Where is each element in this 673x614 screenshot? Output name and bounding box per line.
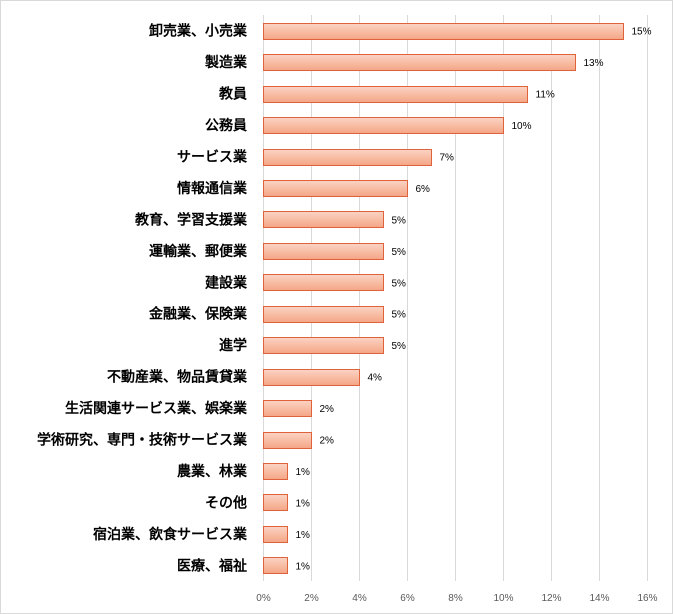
data-label: 1% xyxy=(296,498,311,509)
category-label: 運輸業、郵便業 xyxy=(149,243,248,260)
category-label: 学術研究、専門・技術サービス業 xyxy=(37,432,248,449)
category-label: 教育、学習支援業 xyxy=(135,211,248,228)
data-label: 4% xyxy=(368,373,383,384)
bar xyxy=(263,400,312,417)
data-label: 5% xyxy=(392,247,407,258)
bar xyxy=(263,274,384,291)
x-tick-label: 10% xyxy=(493,593,513,604)
category-label: 教員 xyxy=(219,86,247,103)
bar xyxy=(263,86,528,103)
bar xyxy=(263,149,432,166)
x-tick-label: 2% xyxy=(304,593,319,604)
data-label: 5% xyxy=(392,278,407,289)
bar xyxy=(263,243,384,260)
bar xyxy=(263,117,504,134)
bar xyxy=(263,494,288,511)
data-label: 15% xyxy=(632,27,652,38)
data-label: 1% xyxy=(296,561,311,572)
data-label: 1% xyxy=(296,530,311,541)
data-label: 5% xyxy=(392,341,407,352)
data-label: 6% xyxy=(416,184,431,195)
data-label: 7% xyxy=(440,153,455,164)
bar xyxy=(263,306,384,323)
data-label: 10% xyxy=(512,121,532,132)
category-label: 公務員 xyxy=(205,117,247,134)
bar xyxy=(263,337,384,354)
x-tick-label: 12% xyxy=(541,593,561,604)
data-label: 11% xyxy=(536,90,555,101)
bar xyxy=(263,54,576,71)
bar xyxy=(263,180,408,197)
category-label: 農業、林業 xyxy=(177,463,248,480)
bar xyxy=(263,557,288,574)
x-tick-label: 6% xyxy=(400,593,415,604)
x-tick-label: 4% xyxy=(352,593,367,604)
x-tick-label: 0% xyxy=(256,593,271,604)
bar xyxy=(263,369,360,386)
bar xyxy=(263,211,384,228)
category-label: 宿泊業、飲食サービス業 xyxy=(93,526,248,543)
category-labels: 卸売業、小売業製造業教員公務員サービス業情報通信業教育、学習支援業運輸業、郵便業… xyxy=(37,23,248,575)
data-label: 2% xyxy=(320,436,335,447)
data-label: 5% xyxy=(392,215,407,226)
bar xyxy=(263,526,288,543)
x-tick-label: 16% xyxy=(637,593,657,604)
category-label: 医療、福祉 xyxy=(177,557,247,574)
category-label: 卸売業、小売業 xyxy=(149,23,248,40)
x-tick-label: 8% xyxy=(448,593,463,604)
category-label: サービス業 xyxy=(177,149,248,166)
x-axis-tick-labels: 0% 2% 4% 6% 8% 10% 12% 14% 16% xyxy=(256,593,657,604)
category-label: その他 xyxy=(205,494,247,511)
category-label: 情報通信業 xyxy=(177,180,248,197)
category-label: 製造業 xyxy=(204,54,248,71)
category-label: 進学 xyxy=(219,337,247,354)
data-labels: 15% 13% 11% 10% 7% 6% 5% 5% 5% 5% 5% 4% 2% 2% 1% 1% 1% 1% xyxy=(296,27,652,573)
bars xyxy=(263,23,624,574)
gridlines xyxy=(263,15,648,581)
bar xyxy=(263,463,288,480)
category-label: 建設業 xyxy=(205,274,248,291)
bar xyxy=(263,23,624,40)
bar xyxy=(263,432,312,449)
data-label: 1% xyxy=(296,467,311,478)
x-tick-label: 14% xyxy=(589,593,609,604)
data-label: 5% xyxy=(392,310,407,321)
data-label: 13% xyxy=(584,58,604,69)
category-label: 生活関連サービス業、娯楽業 xyxy=(65,400,248,417)
category-label: 不動産業、物品賃貸業 xyxy=(107,369,248,386)
category-label: 金融業、保険業 xyxy=(148,306,248,323)
data-label: 2% xyxy=(320,404,335,415)
